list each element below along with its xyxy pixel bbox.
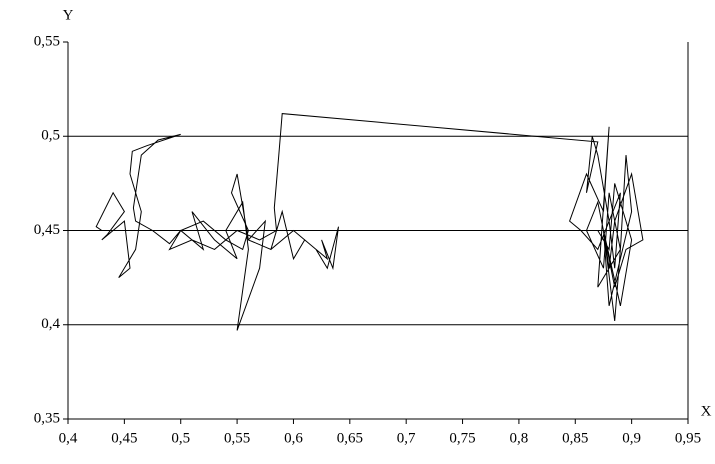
y-tick-label: 0,4: [41, 316, 60, 332]
x-tick-label: 0,5: [171, 430, 190, 446]
x-tick-label: 0,55: [224, 430, 250, 446]
y-tick-label: 0,35: [34, 410, 60, 426]
x-tick-label: 0,6: [284, 430, 303, 446]
x-tick-label: 0,4: [59, 430, 78, 446]
y-tick-label: 0,55: [34, 33, 60, 49]
y-tick-label: 0,45: [34, 222, 60, 238]
x-tick-label: 0,85: [562, 430, 588, 446]
x-tick-label: 0,8: [510, 430, 529, 446]
x-tick-label: 0,9: [622, 430, 641, 446]
x-tick-label: 0,7: [397, 430, 416, 446]
y-axis-label: Y: [63, 7, 74, 23]
x-tick-label: 0,45: [111, 430, 137, 446]
x-tick-label: 0,65: [337, 430, 363, 446]
y-tick-label: 0,5: [41, 128, 60, 144]
x-tick-label: 0,75: [449, 430, 475, 446]
x-tick-label: 0,95: [675, 430, 701, 446]
x-axis-label: X: [701, 403, 712, 419]
data-line: [95, 113, 644, 331]
